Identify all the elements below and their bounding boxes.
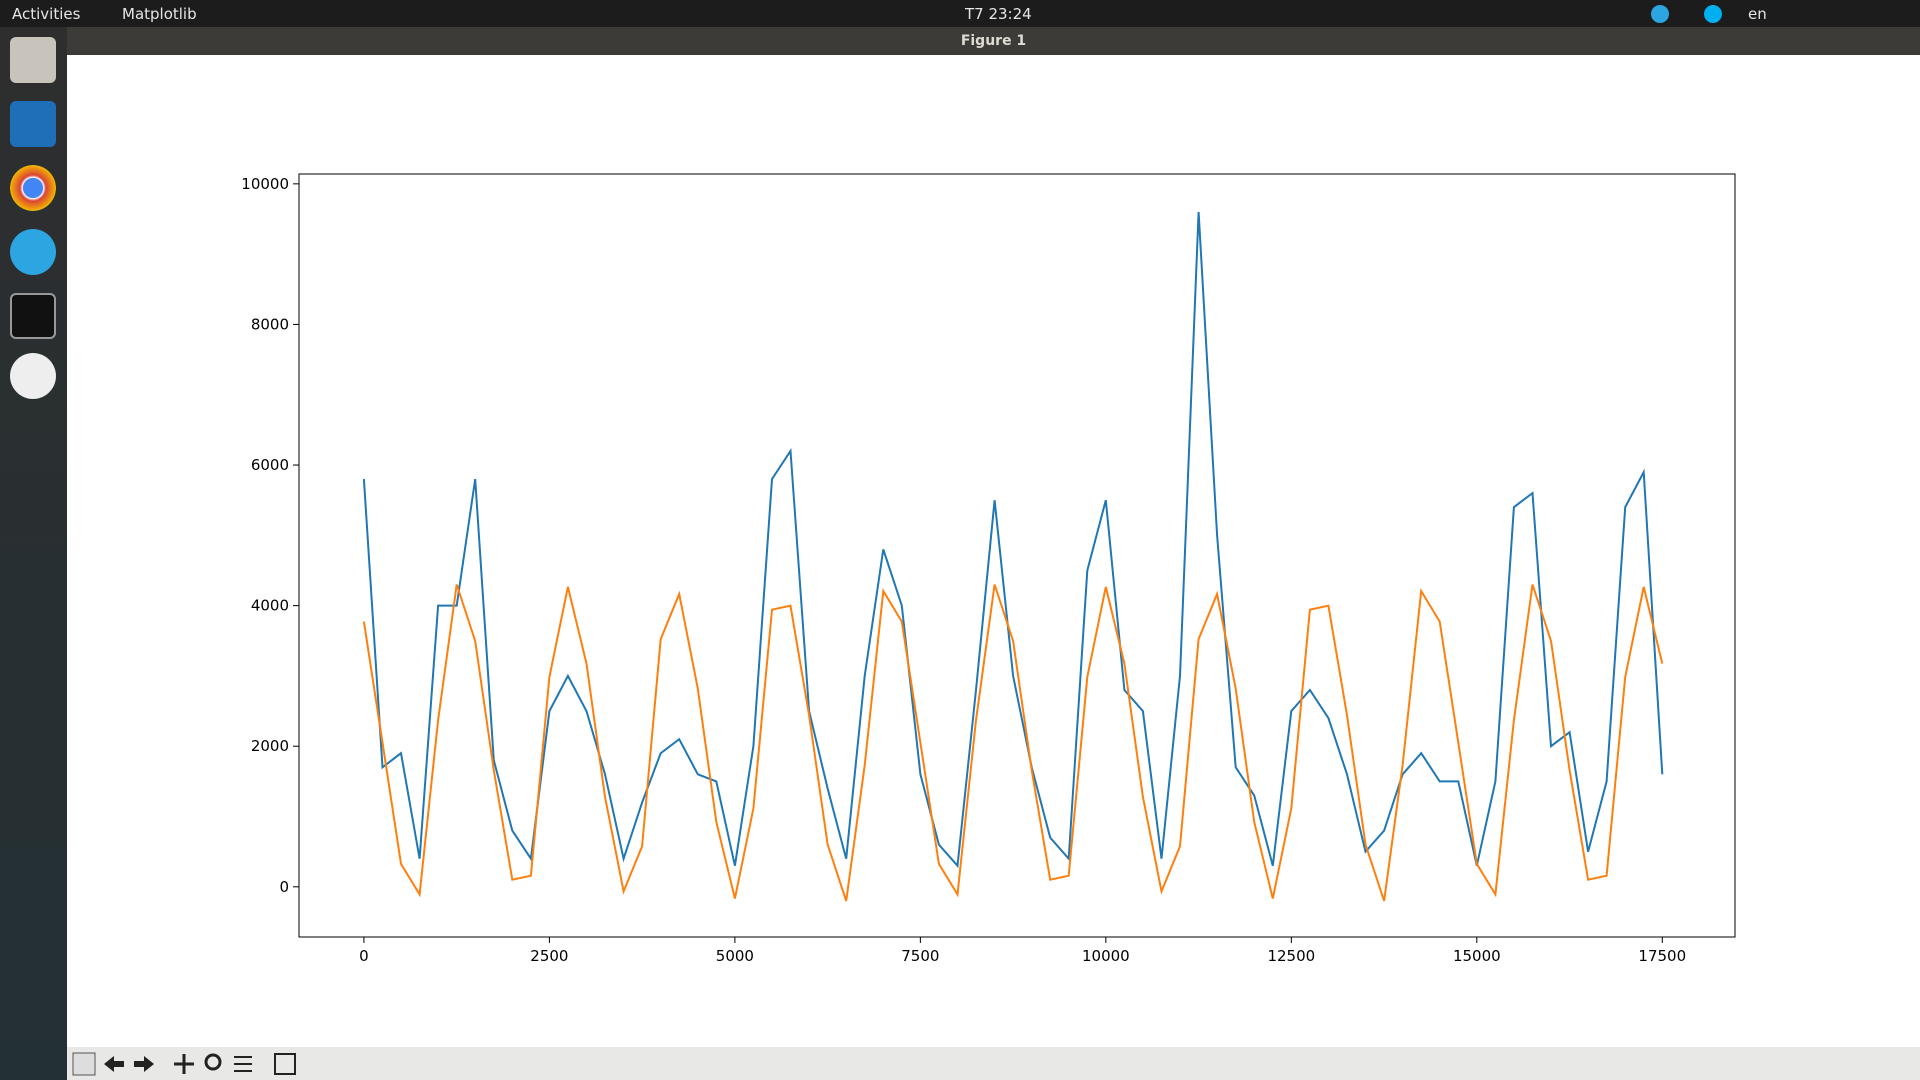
clock[interactable]: T7 23:24 [965,5,1032,23]
window-title: Figure 1 [67,27,1920,55]
vscode-icon[interactable] [10,101,56,147]
x-tick-label: 0 [359,947,369,965]
x-tick-label: 15000 [1453,947,1501,965]
x-tick-label: 17500 [1638,947,1686,965]
language[interactable]: en [1748,5,1767,23]
toolbar [67,1047,1920,1080]
x-tick-label: 12500 [1267,947,1315,965]
y-tick-label: 8000 [251,315,289,333]
terminal-icon[interactable] [10,293,56,339]
matplotlib-icon[interactable] [10,353,56,399]
y-tick-label: 10000 [241,175,289,193]
app-menu[interactable]: Matplotlib [122,5,197,23]
dock [0,27,67,1080]
x-tick-label: 7500 [901,947,939,965]
x-tick-label: 10000 [1082,947,1130,965]
data-line [362,211,1664,869]
plot-frame [298,173,1736,938]
y-tick-label: 0 [279,878,289,896]
chart: 0 2500 5000 7500 10000 12500 15000 17500 0 2000 40… [241,173,1736,965]
skype-tray[interactable] [1703,4,1723,24]
toolbar-buttons[interactable] [67,1047,327,1080]
data-line [362,584,1664,902]
telegram-icon[interactable] [10,229,56,275]
x-tick-label: 2500 [530,947,568,965]
telegram-tray[interactable] [1650,4,1670,24]
chrome-icon[interactable] [10,165,56,211]
y-tick-label: 6000 [251,456,289,474]
files-icon[interactable] [10,37,56,83]
y-tick-label: 4000 [251,597,289,615]
activities[interactable]: Activities [12,5,81,23]
top-bar: Activities Matplotlib T7 23:24 en [0,0,1920,27]
x-tick-label: 5000 [716,947,754,965]
y-tick-label: 2000 [251,737,289,755]
